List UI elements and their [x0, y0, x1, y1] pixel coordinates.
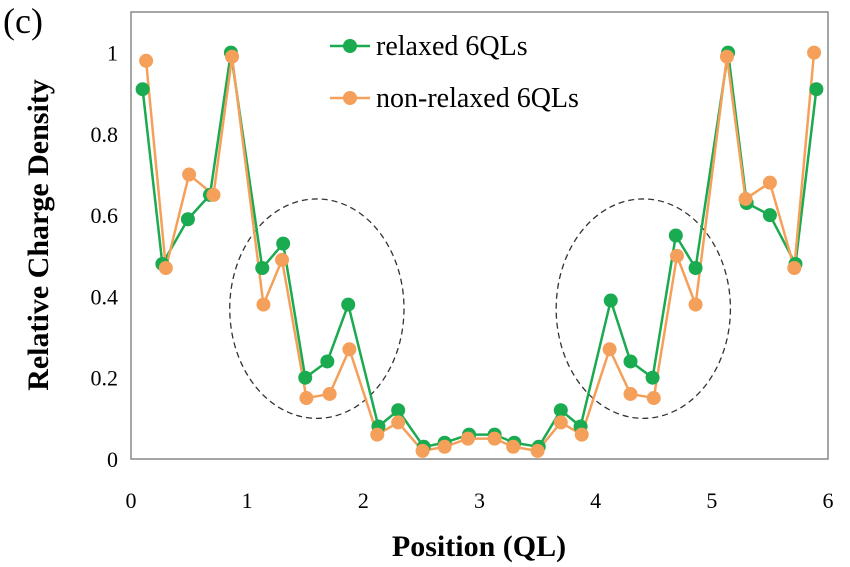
data-point-relaxed — [391, 403, 406, 418]
data-point-non-relaxed — [256, 297, 271, 312]
data-point-relaxed — [298, 370, 313, 385]
x-tick-label: 2 — [358, 488, 369, 513]
data-point-non-relaxed — [574, 427, 589, 442]
data-point-non-relaxed — [460, 431, 475, 446]
data-point-non-relaxed — [322, 386, 337, 401]
data-point-non-relaxed — [415, 443, 430, 458]
data-point-relaxed — [255, 261, 270, 276]
y-tick-label: 0.6 — [91, 203, 119, 228]
data-point-non-relaxed — [299, 391, 314, 406]
data-point-non-relaxed — [787, 261, 802, 276]
data-point-non-relaxed — [182, 167, 197, 182]
highlight-ellipse — [555, 198, 732, 420]
data-point-relaxed — [688, 261, 703, 276]
plot-area-frame — [130, 11, 829, 460]
data-point-non-relaxed — [225, 49, 240, 64]
data-point-non-relaxed — [206, 187, 221, 202]
panel-label: (c) — [3, 1, 43, 41]
y-tick-label: 0.8 — [91, 122, 119, 147]
data-point-non-relaxed — [530, 443, 545, 458]
data-point-relaxed — [668, 228, 683, 243]
legend: relaxed 6QLs non-relaxed 6QLs — [330, 31, 579, 114]
data-point-non-relaxed — [506, 439, 521, 454]
series-line-relaxed — [141, 51, 818, 449]
legend-item-relaxed: relaxed 6QLs — [330, 31, 528, 62]
data-point-non-relaxed — [139, 53, 154, 68]
legend-label-non-relaxed: non-relaxed 6QLs — [376, 83, 579, 114]
data-point-relaxed — [809, 82, 824, 97]
x-tick-label: 5 — [706, 488, 717, 513]
data-point-non-relaxed — [738, 191, 753, 206]
data-point-non-relaxed — [370, 427, 385, 442]
legend-swatch-relaxed-marker — [343, 39, 357, 53]
data-point-non-relaxed — [807, 45, 822, 60]
data-point-relaxed — [623, 354, 638, 369]
y-tick-label: 0.2 — [91, 366, 119, 391]
data-point-non-relaxed — [646, 391, 661, 406]
data-point-non-relaxed — [391, 415, 406, 430]
data-point-relaxed — [553, 403, 568, 418]
x-axis-ticks: 0 1 2 3 4 5 6 — [126, 488, 834, 513]
data-point-relaxed — [341, 297, 356, 312]
data-point-non-relaxed — [437, 439, 452, 454]
x-tick-label: 6 — [823, 488, 834, 513]
data-point-non-relaxed — [719, 49, 734, 64]
data-point-relaxed — [135, 82, 150, 97]
x-tick-label: 4 — [590, 488, 601, 513]
legend-label-relaxed: relaxed 6QLs — [376, 31, 528, 62]
legend-swatch-non-relaxed-marker — [343, 91, 357, 105]
data-point-relaxed — [645, 370, 660, 385]
data-point-non-relaxed — [602, 342, 617, 357]
y-tick-label: 0.4 — [91, 284, 119, 309]
data-point-non-relaxed — [487, 431, 502, 446]
data-point-non-relaxed — [669, 248, 684, 263]
y-tick-label: 0 — [107, 447, 118, 472]
data-point-non-relaxed — [762, 175, 777, 190]
data-point-non-relaxed — [688, 297, 703, 312]
data-point-non-relaxed — [275, 252, 290, 267]
legend-item-non-relaxed: non-relaxed 6QLs — [330, 83, 579, 114]
data-point-relaxed — [180, 212, 195, 227]
data-point-non-relaxed — [158, 261, 173, 276]
highlight-ellipse — [229, 198, 405, 420]
x-tick-label: 1 — [242, 488, 253, 513]
annotation-ellipses — [229, 198, 732, 420]
x-tick-label: 3 — [474, 488, 485, 513]
y-tick-label: 1 — [107, 41, 118, 66]
x-tick-label: 0 — [126, 488, 137, 513]
series-layer — [135, 45, 824, 458]
y-axis-title: Relative Charge Density — [22, 79, 55, 391]
data-point-non-relaxed — [342, 342, 357, 357]
data-point-relaxed — [276, 236, 291, 251]
y-axis-ticks: 0 0.2 0.4 0.6 0.8 1 — [91, 41, 119, 472]
data-point-relaxed — [320, 354, 335, 369]
data-point-non-relaxed — [553, 415, 568, 430]
data-point-non-relaxed — [623, 386, 638, 401]
data-point-relaxed — [762, 208, 777, 223]
x-axis-title: Position (QL) — [392, 530, 566, 563]
data-point-relaxed — [603, 293, 618, 308]
